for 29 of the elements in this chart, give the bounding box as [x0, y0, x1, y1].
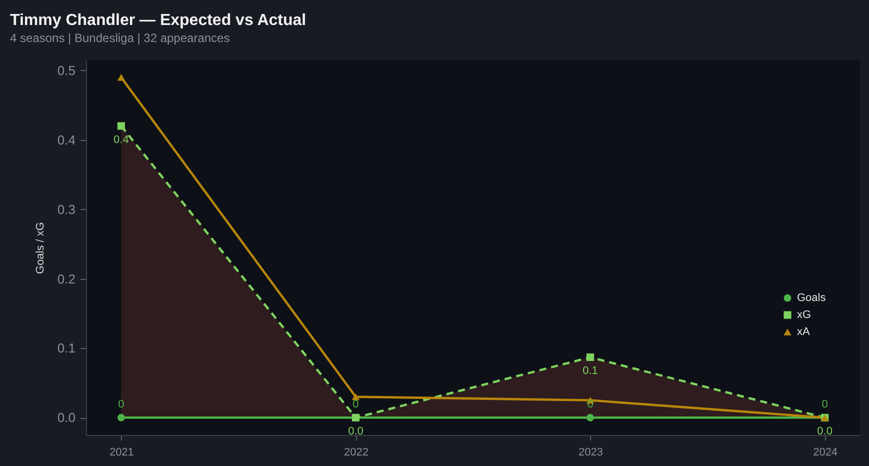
legend-label: xG	[797, 309, 812, 321]
data-label: 0	[118, 398, 124, 411]
data-label: 0.1	[582, 365, 598, 378]
data-label: 0	[822, 398, 828, 411]
data-label: 0.4	[114, 134, 129, 146]
point	[352, 393, 360, 400]
x-tick-label: 2022	[344, 446, 368, 458]
data-label: 0.0	[817, 426, 832, 438]
point	[117, 414, 125, 422]
y-tick-label: 0.4	[57, 132, 76, 148]
point	[586, 353, 594, 362]
x-tick-label: 2021	[109, 446, 134, 458]
point	[117, 122, 125, 130]
y-tick-label: 0.0	[57, 410, 76, 426]
y-axis-title: Goals / xG	[34, 222, 46, 274]
x-tick-label: 2024	[813, 446, 838, 458]
y-tick-label: 0.2	[57, 271, 76, 286]
y-tick-label: 0.1	[57, 340, 76, 356]
data-label: 0	[352, 398, 359, 411]
chart-subtitle: 4 seasons | Bundesliga | 32 appearances	[10, 31, 230, 45]
point	[586, 414, 594, 422]
data-label: 0.0	[348, 426, 364, 438]
legend-label: Goals	[797, 292, 826, 304]
legend-label: xA	[797, 326, 810, 338]
x-tick-label: 2023	[578, 446, 604, 458]
y-tick-label: 0.3	[57, 202, 76, 217]
chart-title: Timmy Chandler — Expected vs Actual	[10, 12, 306, 29]
y-tick-label: 0.5	[57, 62, 76, 78]
point	[117, 74, 126, 81]
